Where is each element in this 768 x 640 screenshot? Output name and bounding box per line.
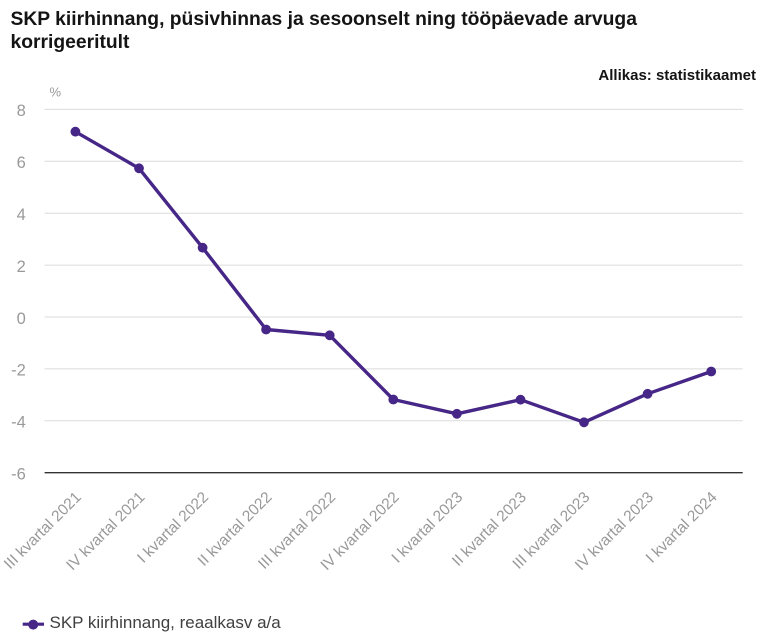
svg-text:6: 6: [17, 154, 26, 172]
svg-text:8: 8: [17, 102, 26, 120]
svg-text:-2: -2: [11, 362, 26, 380]
svg-text:%: %: [50, 85, 62, 100]
svg-text:SKP kiirhinnang, reaalkasv a/a: SKP kiirhinnang, reaalkasv a/a: [50, 613, 282, 632]
svg-text:2: 2: [17, 258, 26, 276]
svg-text:-4: -4: [11, 414, 26, 432]
svg-text:-6: -6: [11, 466, 26, 484]
svg-text:0: 0: [17, 310, 26, 328]
svg-text:4: 4: [17, 206, 26, 224]
